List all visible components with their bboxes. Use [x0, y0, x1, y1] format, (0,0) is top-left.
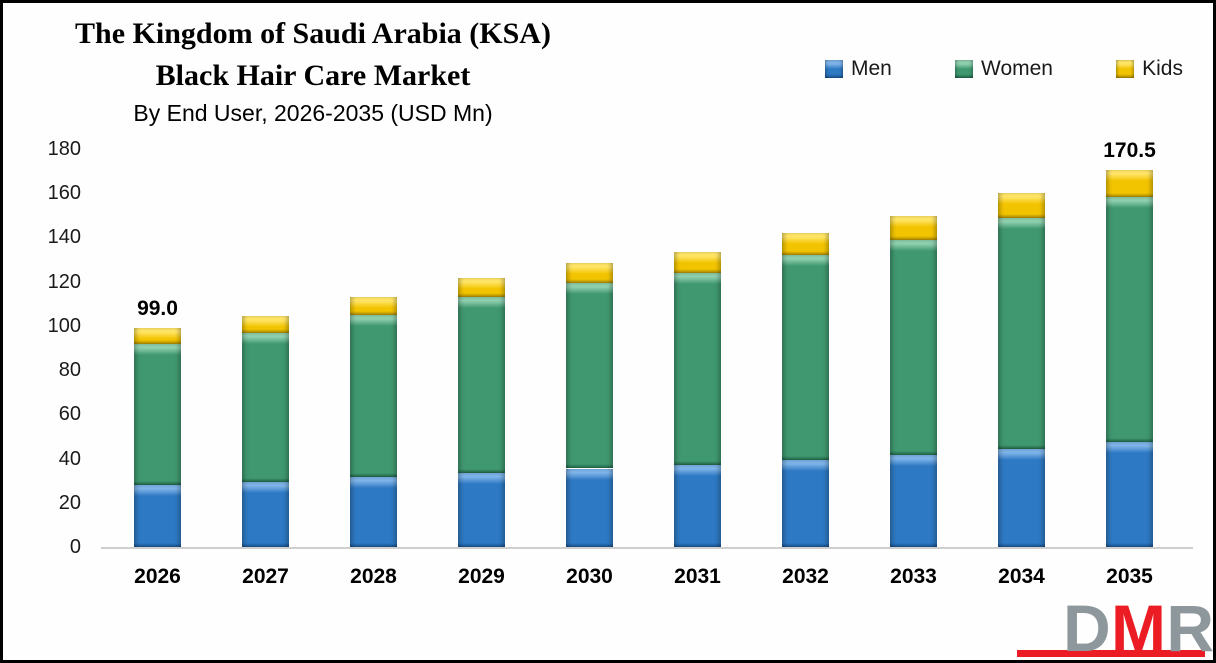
- legend-item-kids: Kids: [1116, 57, 1183, 81]
- y-axis-tick-label: 180: [47, 138, 81, 160]
- bar-segment-men-2030: [566, 468, 613, 547]
- y-axis-tick-label: 60: [58, 403, 81, 426]
- logo-letter-d: D: [1062, 591, 1111, 663]
- bar-segment-kids-2029: [458, 278, 505, 298]
- bar-segment-kids-2034: [998, 193, 1045, 218]
- legend-item-men: Men: [825, 57, 892, 81]
- bar-segment-kids-2027: [242, 315, 289, 333]
- bar-segment-kids-2028: [350, 297, 397, 315]
- bar-segment-women-2027: [242, 332, 289, 482]
- bar-segment-kids-2031: [674, 251, 721, 273]
- bar-segment-women-2033: [890, 239, 937, 456]
- bar-segment-women-2031: [674, 272, 721, 466]
- logo-letters: D M R: [1063, 595, 1213, 660]
- bar-segment-women-2035: [1106, 196, 1153, 442]
- bar-segment-men-2031: [674, 465, 721, 547]
- y-axis-tick-label: 20: [58, 491, 81, 514]
- chart-subtitle: By End User, 2026-2035 (USD Mn): [133, 100, 493, 126]
- bar-segment-kids-2035: [1106, 170, 1153, 197]
- bar-segment-women-2029: [458, 297, 505, 473]
- x-axis-label-2028: 2028: [350, 565, 397, 588]
- bar-segment-women-2032: [782, 255, 829, 460]
- legend-label-men: Men: [851, 57, 892, 80]
- chart-title-line2: Black Hair Care Market: [155, 59, 471, 92]
- x-axis-line: [101, 547, 1193, 549]
- x-axis-label-2031: 2031: [674, 565, 721, 588]
- women-series-swatch-icon: [955, 60, 973, 78]
- bar-segment-men-2028: [350, 477, 397, 547]
- dmr-logo: D M R: [1017, 594, 1213, 660]
- legend-label-kids: Kids: [1142, 57, 1183, 80]
- bar-segment-women-2028: [350, 314, 397, 478]
- logo-letter-r: R: [1166, 591, 1213, 663]
- x-axis-label-2026: 2026: [134, 565, 181, 588]
- kids-series-swatch-icon: [1116, 60, 1135, 78]
- x-axis-label-2034: 2034: [998, 565, 1045, 588]
- x-axis-label-2035: 2035: [1106, 565, 1153, 588]
- x-axis-label-2027: 2027: [242, 565, 289, 588]
- bar-segment-women-2026: [134, 343, 181, 486]
- bar-segment-kids-2030: [566, 262, 613, 283]
- bar-segment-women-2030: [566, 282, 613, 469]
- bar-segment-men-2033: [890, 455, 937, 547]
- chart-title-line1: The Kingdom of Saudi Arabia (KSA): [75, 17, 551, 50]
- title-block: The Kingdom of Saudi Arabia (KSA) Black …: [7, 13, 619, 127]
- bar-total-label-2035: 170.5: [1103, 139, 1156, 162]
- bar-segment-kids-2026: [134, 328, 181, 344]
- bar-segment-men-2035: [1106, 441, 1153, 547]
- bar-segment-kids-2033: [890, 216, 937, 240]
- bar-segment-men-2026: [134, 485, 181, 547]
- x-axis-label-2032: 2032: [782, 565, 829, 588]
- bar-segment-men-2029: [458, 472, 505, 547]
- y-axis-tick-label: 120: [47, 270, 81, 293]
- bar-segment-men-2027: [242, 481, 289, 547]
- y-axis-tick-label: 80: [58, 359, 81, 382]
- legend-label-women: Women: [981, 57, 1053, 80]
- y-axis-tick-label: 140: [47, 226, 81, 249]
- logo-underline-bar: [1017, 650, 1205, 657]
- bar-segment-kids-2032: [782, 233, 829, 256]
- x-axis-label-2030: 2030: [566, 565, 613, 588]
- y-axis-tick-label: 0: [69, 536, 81, 558]
- men-series-swatch-icon: [825, 60, 843, 78]
- y-axis-tick-label: 40: [58, 447, 81, 470]
- logo-letter-m: M: [1111, 591, 1166, 663]
- bar-segment-men-2032: [782, 459, 829, 547]
- y-axis-tick-label: 100: [47, 314, 81, 337]
- x-axis-label-2029: 2029: [458, 565, 505, 588]
- bar-total-label-2026: 99.0: [137, 297, 178, 321]
- legend-item-women: Women: [955, 57, 1053, 81]
- y-axis-tick-label: 160: [47, 182, 81, 205]
- bar-segment-men-2034: [998, 448, 1045, 547]
- x-axis-label-2033: 2033: [890, 565, 937, 588]
- legend: Men Women Kids: [825, 57, 1183, 81]
- bar-segment-women-2034: [998, 217, 1045, 449]
